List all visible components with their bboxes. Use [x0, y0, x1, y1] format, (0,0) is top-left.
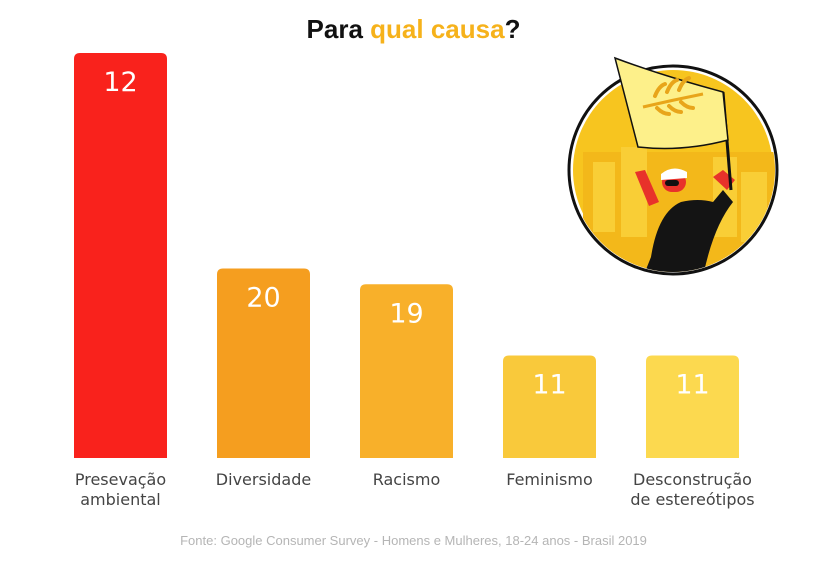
- category-label: Desconstrução de estereótipos: [630, 470, 754, 509]
- category-label: Diversidade: [216, 470, 311, 489]
- title-prefix: Para: [306, 14, 371, 44]
- protest-flag-illustration: [567, 56, 779, 276]
- title-suffix: ?: [504, 14, 521, 44]
- bar-value-label: 12: [103, 67, 137, 98]
- title-highlight: qual causa: [370, 14, 505, 44]
- bar-2: [217, 268, 310, 458]
- category-label: Feminismo: [506, 470, 593, 489]
- bar-5: [646, 355, 739, 458]
- bar-chart: 12 Presevação ambiental 20 Diversidade 19 Raci…: [74, 53, 755, 509]
- bar-4: [503, 355, 596, 458]
- category-label: Presevação ambiental: [75, 470, 166, 509]
- bar-3: [360, 284, 453, 458]
- bar-value-label: 20: [246, 282, 280, 313]
- bar-value-label: 19: [389, 298, 423, 329]
- bar-1: [74, 53, 167, 458]
- source-note: Fonte: Google Consumer Survey - Homens e…: [180, 533, 647, 548]
- chart-title: Para qual causa?: [0, 14, 827, 45]
- bar-value-label: 11: [532, 370, 566, 401]
- bar-value-label: 11: [675, 370, 709, 401]
- category-label: Racismo: [373, 470, 441, 489]
